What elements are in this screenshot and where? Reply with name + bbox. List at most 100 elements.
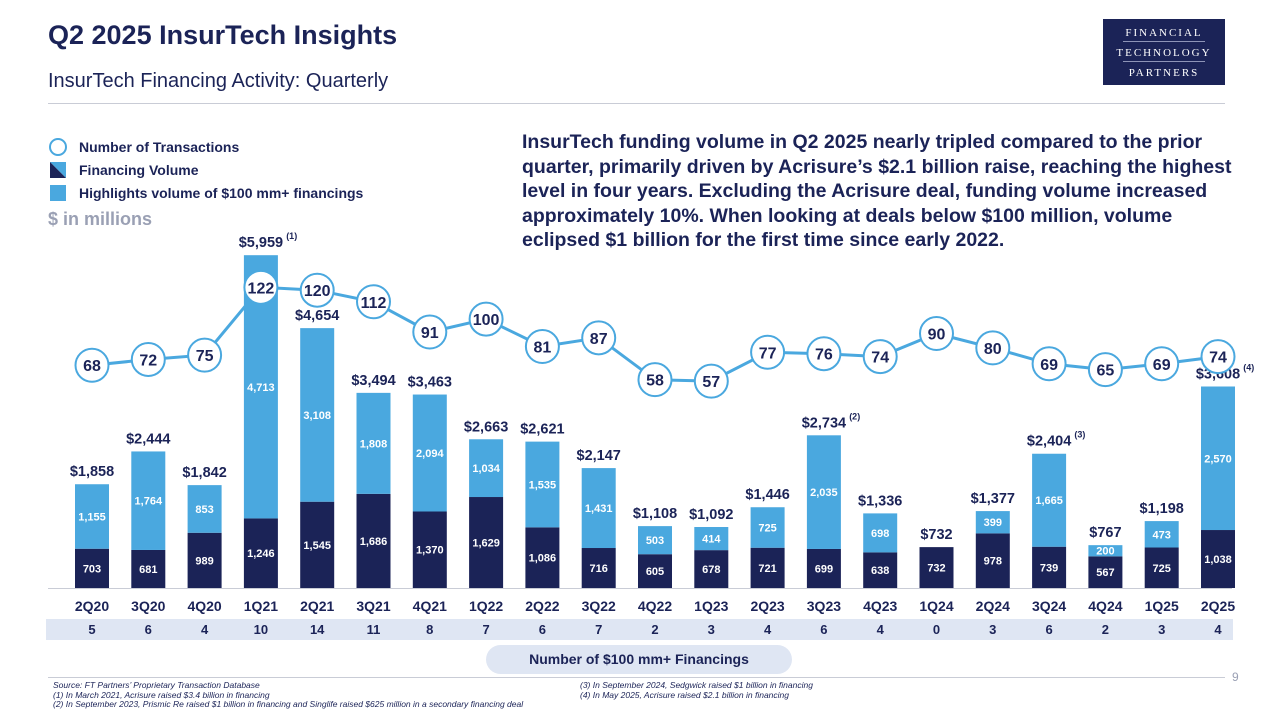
bar-value-label: 1,629 (472, 538, 500, 550)
large-financings-count: 2 (651, 622, 658, 637)
transactions-label: 65 (1097, 363, 1115, 380)
bar-financing-volume (806, 548, 841, 588)
bar-value-label: 739 (1040, 562, 1058, 574)
transactions-label: 91 (421, 325, 439, 342)
x-tick-label: 4Q21 (413, 598, 447, 614)
bar-value-label: 1,034 (472, 463, 500, 475)
footnote-3: (3) In September 2024, Sedgwick raised $… (580, 680, 813, 690)
bar-value-label: 1,431 (585, 503, 613, 515)
transactions-point (581, 320, 617, 356)
transactions-label: 120 (304, 283, 331, 300)
transactions-point (243, 269, 279, 305)
bar-highlights-volume (806, 435, 841, 549)
x-tick-label: 1Q23 (694, 598, 728, 614)
bar-total-label: $2,444 (126, 431, 170, 447)
company-logo: FINANCIAL TECHNOLOGY PARTNERS (1103, 19, 1225, 85)
bar-financing-volume (638, 554, 672, 588)
bar-financing-volume (975, 533, 1010, 588)
bar-financing-volume (1032, 546, 1067, 588)
bar-highlights-volume (581, 468, 616, 549)
large-financings-count: 4 (877, 622, 885, 637)
large-financings-count: 6 (820, 622, 827, 637)
large-financings-count: 10 (254, 622, 268, 637)
transactions-point (1200, 339, 1236, 375)
bar-highlights-volume (1144, 521, 1179, 548)
bar-financing-volume (469, 497, 504, 588)
bar-value-label: 399 (984, 517, 1002, 529)
bar-value-label: 699 (815, 563, 833, 575)
bar-value-label: 725 (758, 522, 776, 534)
bar-value-label: 989 (195, 555, 213, 567)
bar-highlights-volume (750, 507, 785, 548)
bar-value-label: 703 (83, 563, 101, 575)
transactions-point (187, 337, 223, 373)
bar-financing-volume (187, 532, 222, 588)
page-title: Q2 2025 InsurTech Insights (48, 20, 398, 50)
legend-label-transactions: Number of Transactions (79, 139, 240, 155)
bar-financing-volume (525, 527, 560, 588)
transactions-point (130, 341, 166, 377)
bar-value-label: 1,155 (78, 511, 106, 523)
x-tick-label: 3Q23 (807, 598, 841, 614)
transactions-label: 112 (361, 295, 387, 312)
bar-total-label: $1,446 (745, 487, 789, 503)
bar-total-label: $2,663 (464, 419, 508, 435)
transactions-point (750, 334, 786, 370)
bar-total-label: $767 (1089, 525, 1121, 541)
transactions-label: 76 (815, 347, 833, 364)
bar-highlights-volume (356, 392, 391, 494)
legend-label-volume: Financing Volume (79, 162, 199, 178)
bar-total-label: $1,092 (689, 507, 733, 523)
transactions-label: 87 (590, 331, 608, 348)
transactions-label: 69 (1040, 357, 1058, 374)
bar-value-label: 1,535 (529, 479, 557, 491)
bar-total-label: $3,608 (1196, 366, 1240, 382)
bar-highlights-volume (300, 328, 335, 502)
x-tick-label: 2Q20 (75, 598, 109, 614)
bar-value-label: 2,094 (416, 448, 444, 460)
bar-value-label: 716 (590, 563, 608, 575)
large-financings-count: 4 (201, 622, 209, 637)
bar-total-label: $1,377 (971, 491, 1015, 507)
bar-total-label: $3,463 (408, 375, 452, 391)
square-icon (50, 185, 66, 201)
bar-total-label: $2,734 (802, 415, 846, 431)
x-tick-label: 3Q24 (1032, 598, 1066, 614)
footnote-marker: (3) (1074, 430, 1085, 440)
circle-icon (49, 138, 67, 156)
transactions-point (1144, 346, 1180, 382)
bar-total-label: $2,147 (577, 448, 621, 464)
x-tick-label: 2Q23 (750, 598, 784, 614)
bar-financing-volume (1201, 530, 1235, 588)
bar-highlights-volume (863, 513, 898, 553)
footnote-2: (2) In September 2023, Prismic Re raised… (53, 699, 524, 709)
footnote-left: Source: FT Partners’ Proprietary Transac… (53, 680, 524, 710)
bar-highlights-volume (694, 527, 729, 551)
bar-value-label: 1,086 (529, 553, 557, 565)
x-tick-label: 4Q20 (187, 598, 221, 614)
bar-value-label: 978 (984, 556, 1002, 568)
bar-financing-volume (919, 547, 954, 588)
bar-financing-volume (581, 548, 616, 588)
bar-value-label: 698 (871, 528, 889, 540)
footer-divider (48, 677, 1225, 678)
bar-value-label: 1,038 (1204, 554, 1232, 566)
bar-value-label: 2,035 (810, 487, 838, 499)
x-tick-label: 4Q23 (863, 598, 897, 614)
x-tick-label: 1Q25 (1145, 598, 1179, 614)
footnote-1: (1) In March 2021, Acrisure raised $3.4 … (53, 689, 270, 700)
transactions-point (975, 330, 1011, 366)
bar-value-label: 732 (927, 563, 945, 575)
transactions-point (524, 328, 560, 364)
transactions-label: 122 (248, 280, 275, 297)
bar-value-label: 1,246 (247, 548, 275, 560)
bar-highlights-volume (975, 511, 1010, 534)
units-label: $ in millions (48, 209, 153, 229)
transactions-point (693, 363, 729, 399)
x-tick-label: 2Q25 (1201, 598, 1235, 614)
page-subtitle: InsurTech Financing Activity: Quarterly (48, 70, 389, 92)
footnote-right: (3) In September 2024, Sedgwick raised $… (580, 680, 813, 700)
bar-value-label: 503 (646, 535, 664, 547)
bar-value-label: 1,665 (1035, 495, 1063, 507)
large-financings-count: 7 (482, 622, 489, 637)
